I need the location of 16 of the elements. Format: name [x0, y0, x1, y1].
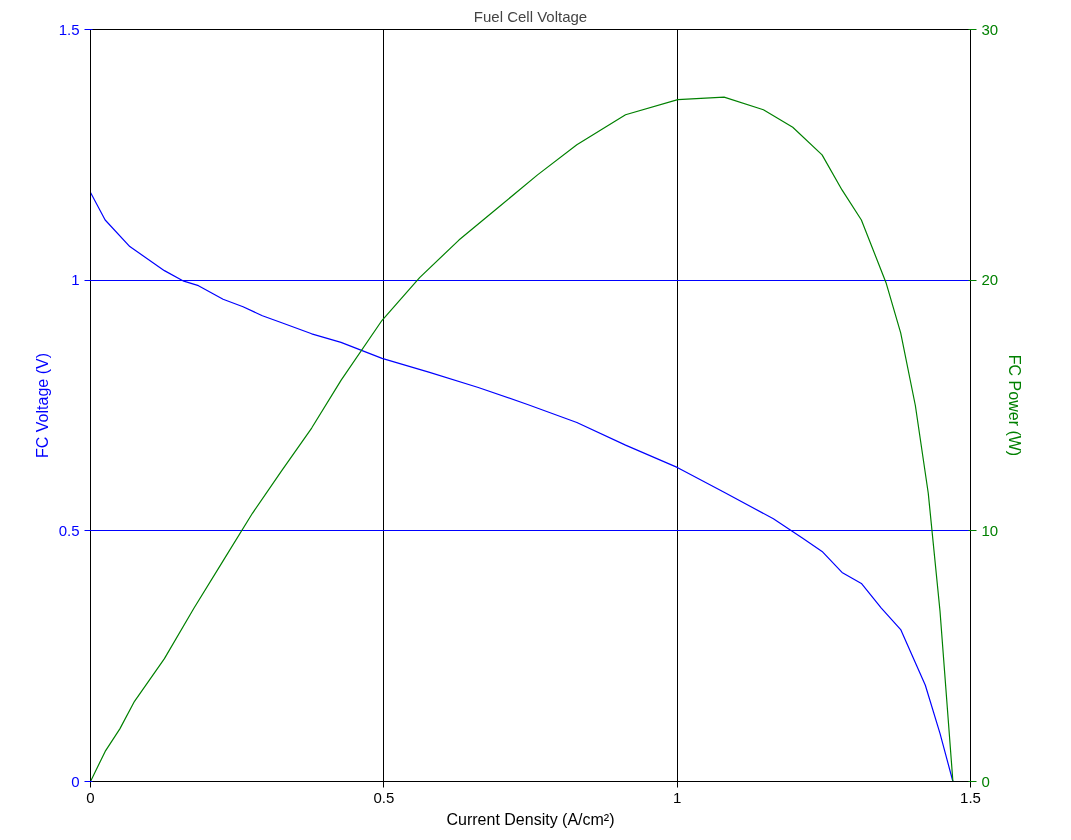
y2-axis-title: FC Power (W): [1006, 354, 1024, 457]
chart-title: Fuel Cell Voltage: [473, 7, 588, 25]
y-tick-label: 1: [71, 271, 80, 289]
y2-tick-label: 0: [981, 772, 990, 790]
y-tick-label: 1.5: [58, 20, 80, 38]
x-tick-label: 0.5: [373, 788, 395, 806]
x-tick-label: 1: [673, 788, 682, 806]
y-tick-label: 0.5: [58, 521, 80, 539]
y-axis-title: FC Voltage (V): [33, 353, 51, 458]
x-tick-label: 1.5: [960, 788, 981, 806]
y2-tick-label: 30: [981, 20, 999, 38]
x-tick-label: 0: [86, 788, 95, 806]
x-axis-title: Current Density (A/cm²): [446, 810, 615, 828]
y2-tick-label: 10: [981, 521, 999, 539]
y2-tick-label: 20: [981, 271, 999, 289]
y-tick-label: 0: [71, 772, 80, 790]
